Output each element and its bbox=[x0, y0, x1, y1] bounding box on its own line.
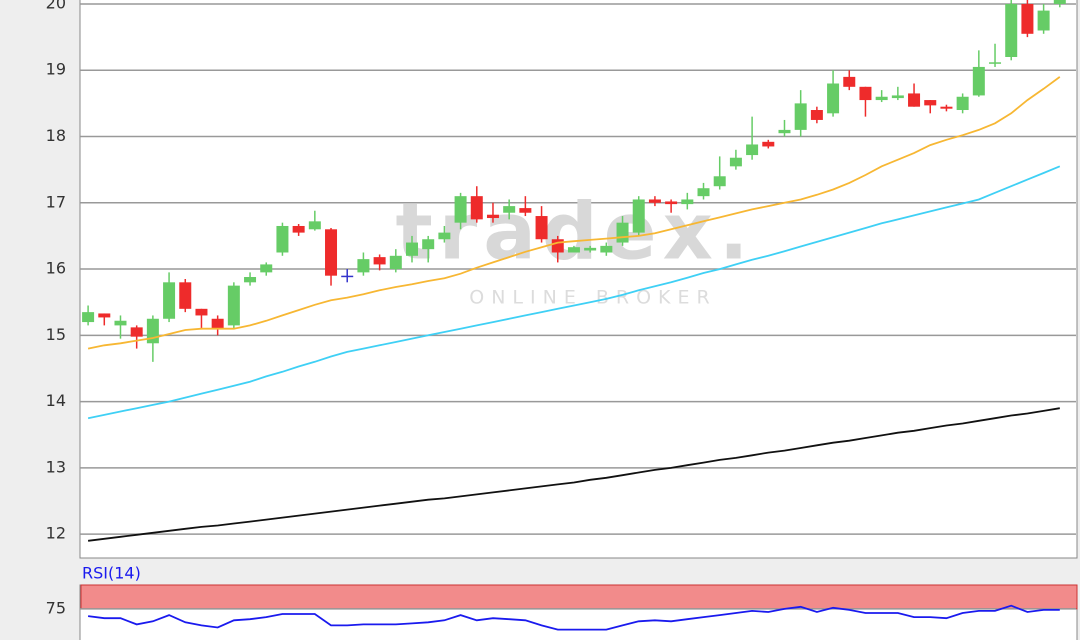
candle-body bbox=[470, 196, 483, 220]
watermark-brand: tradex. bbox=[395, 187, 754, 277]
candle-body bbox=[519, 208, 532, 213]
candle-body bbox=[567, 247, 580, 253]
y-tick-label: 14 bbox=[46, 391, 66, 410]
candle-body bbox=[648, 199, 661, 203]
candle-body bbox=[859, 86, 872, 101]
candle-body bbox=[308, 221, 321, 230]
candle-body bbox=[908, 93, 921, 107]
candle-body bbox=[551, 239, 564, 253]
candle-body bbox=[1021, 3, 1034, 34]
candle-body bbox=[681, 199, 694, 205]
candle-body bbox=[778, 129, 791, 134]
candle-body bbox=[130, 327, 143, 337]
candle-body bbox=[373, 257, 386, 265]
y-tick-label: 16 bbox=[46, 259, 66, 278]
candle-body bbox=[146, 318, 159, 344]
candle-body bbox=[940, 106, 953, 109]
candle-body bbox=[325, 229, 338, 276]
candle-body bbox=[179, 282, 192, 309]
candle-body bbox=[389, 255, 402, 270]
candle-body bbox=[98, 313, 111, 318]
candle-body bbox=[341, 275, 354, 278]
candle-body bbox=[956, 96, 969, 111]
candle-body bbox=[292, 225, 305, 233]
candle-body bbox=[972, 66, 985, 96]
rsi-title: RSI(14) bbox=[82, 564, 141, 583]
watermark-tagline: ONLINE BROKER bbox=[469, 287, 716, 309]
candle-body bbox=[454, 196, 467, 223]
candle-body bbox=[486, 214, 499, 219]
candle-body bbox=[584, 247, 597, 251]
candle-body bbox=[1037, 10, 1050, 31]
candle-body bbox=[503, 206, 516, 213]
candle-body bbox=[746, 144, 759, 156]
y-tick-label: 12 bbox=[46, 524, 66, 543]
candle-body bbox=[227, 285, 240, 326]
candle-body bbox=[211, 318, 224, 329]
candle-body bbox=[114, 320, 127, 326]
candle-body bbox=[357, 259, 370, 273]
candle-body bbox=[989, 62, 1002, 64]
candle-body bbox=[244, 277, 257, 283]
y-tick-label: 75 bbox=[46, 598, 66, 617]
candle-body bbox=[600, 245, 613, 253]
candle-body bbox=[697, 188, 710, 197]
y-tick-label: 20 bbox=[46, 0, 66, 12]
candle-body bbox=[616, 222, 629, 243]
candle-body bbox=[665, 201, 678, 205]
candle-body bbox=[762, 141, 775, 147]
main-panel bbox=[79, 0, 1078, 559]
y-tick-label: 13 bbox=[46, 457, 66, 476]
indicator-line bbox=[87, 604, 1060, 631]
candle-body bbox=[794, 103, 807, 130]
y-tick-label: 15 bbox=[46, 325, 66, 344]
indicator-line bbox=[87, 407, 1060, 542]
candle-body bbox=[632, 199, 645, 233]
candle-body bbox=[163, 282, 176, 319]
candle-body bbox=[729, 157, 742, 167]
candle-body bbox=[810, 110, 823, 120]
candle-body bbox=[875, 96, 888, 101]
y-tick-label: 18 bbox=[46, 126, 66, 145]
indicator-line bbox=[87, 165, 1061, 420]
y-tick-label: 19 bbox=[46, 60, 66, 79]
candle-body bbox=[422, 239, 435, 250]
candle-body bbox=[535, 216, 548, 240]
candle-body bbox=[260, 264, 273, 273]
candle-body bbox=[924, 100, 937, 106]
indicator-line bbox=[87, 76, 1061, 350]
candle-body bbox=[276, 225, 289, 253]
y-tick-label: 17 bbox=[46, 192, 66, 211]
candle-body bbox=[1005, 3, 1018, 57]
candle-body bbox=[195, 308, 208, 316]
candle-body bbox=[891, 95, 904, 99]
candle-body bbox=[438, 232, 451, 240]
candle-body bbox=[827, 83, 840, 114]
candle-body bbox=[82, 312, 95, 323]
overbought-band bbox=[80, 584, 1078, 610]
candle-body bbox=[1053, 0, 1066, 4]
candle-body bbox=[406, 242, 418, 256]
candle-body bbox=[843, 76, 856, 87]
candle-body bbox=[713, 176, 726, 187]
